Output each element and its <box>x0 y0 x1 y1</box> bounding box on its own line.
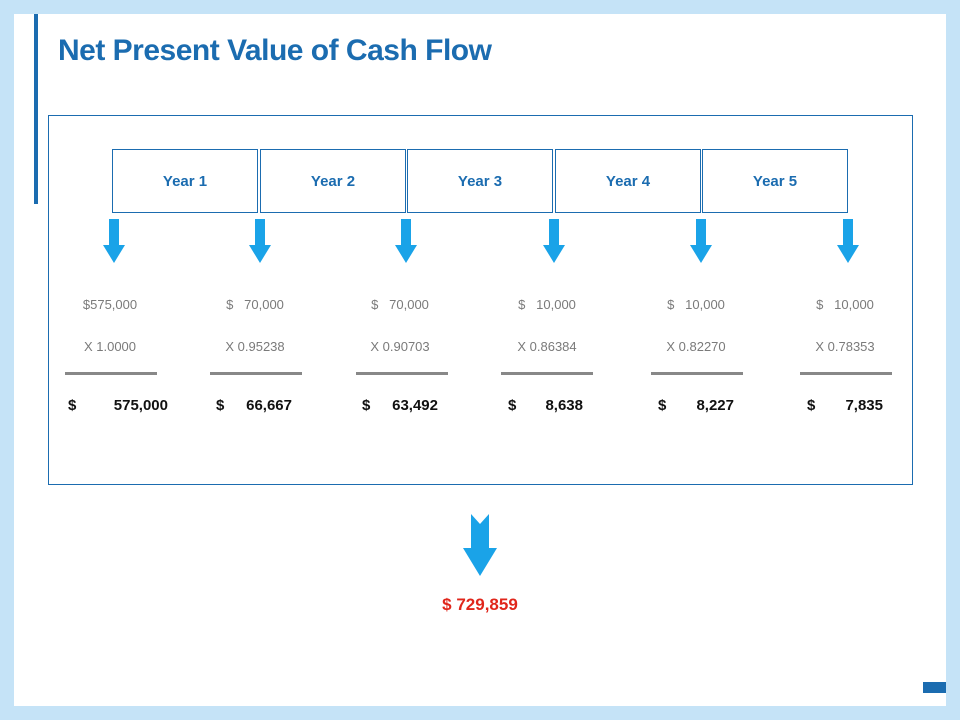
cash-flow-amount: $ 70,000 <box>371 297 429 312</box>
currency-symbol: $ <box>658 397 667 414</box>
present-value: $ 66,667 <box>216 397 292 414</box>
present-value-amount: 7,835 <box>845 397 883 414</box>
currency-symbol: $ <box>216 397 225 414</box>
slide-background <box>14 14 946 706</box>
currency-symbol: $ <box>807 397 816 414</box>
present-value-amount: 8,638 <box>545 397 583 414</box>
year-box-5: Year 5 <box>702 149 848 213</box>
currency-symbol: $ <box>68 397 77 414</box>
present-value: $ 575,000 <box>68 397 168 414</box>
total-down-arrow-icon <box>463 514 497 576</box>
cash-flow-amount: $575,000 <box>82 297 138 312</box>
currency-symbol: $ <box>508 397 517 414</box>
currency-symbol: $ <box>362 397 371 414</box>
sum-rule <box>501 372 593 375</box>
present-value-amount: 8,227 <box>696 397 734 414</box>
present-value-amount: 575,000 <box>113 397 168 414</box>
down-arrow-icon <box>103 219 125 263</box>
present-value-amount: 66,667 <box>246 397 292 414</box>
cash-flow-panel <box>48 115 913 485</box>
cash-flow-amount: $ 10,000 <box>518 297 576 312</box>
down-arrow-icon <box>395 219 417 263</box>
discount-factor: X 1.0000 <box>83 339 137 354</box>
discount-factor: X 0.78353 <box>815 339 875 354</box>
year-box-2: Year 2 <box>260 149 406 213</box>
down-arrow-icon <box>543 219 565 263</box>
corner-accent <box>923 682 946 693</box>
present-value-amount: 63,492 <box>392 397 438 414</box>
present-value: $ 8,638 <box>508 397 583 414</box>
year-box-4: Year 4 <box>555 149 701 213</box>
sum-rule <box>651 372 743 375</box>
discount-factor: X 0.82270 <box>666 339 726 354</box>
present-value: $ 63,492 <box>362 397 438 414</box>
title-accent-bar <box>34 14 38 204</box>
cash-flow-amount: $ 10,000 <box>667 297 725 312</box>
sum-rule <box>800 372 892 375</box>
sum-rule <box>356 372 448 375</box>
discount-factor: X 0.86384 <box>517 339 577 354</box>
year-box-3: Year 3 <box>407 149 553 213</box>
sum-rule <box>210 372 302 375</box>
cash-flow-amount: $ 70,000 <box>226 297 284 312</box>
year-box-1: Year 1 <box>112 149 258 213</box>
cash-flow-amount: $ 10,000 <box>816 297 874 312</box>
down-arrow-icon <box>690 219 712 263</box>
present-value: $ 7,835 <box>807 397 883 414</box>
discount-factor: X 0.95238 <box>225 339 285 354</box>
present-value: $ 8,227 <box>658 397 734 414</box>
npv-total: $ 729,859 <box>442 595 518 614</box>
discount-factor: X 0.90703 <box>370 339 430 354</box>
down-arrow-icon <box>837 219 859 263</box>
sum-rule <box>65 372 157 375</box>
down-arrow-icon <box>249 219 271 263</box>
page-title: Net Present Value of Cash Flow <box>58 34 492 67</box>
